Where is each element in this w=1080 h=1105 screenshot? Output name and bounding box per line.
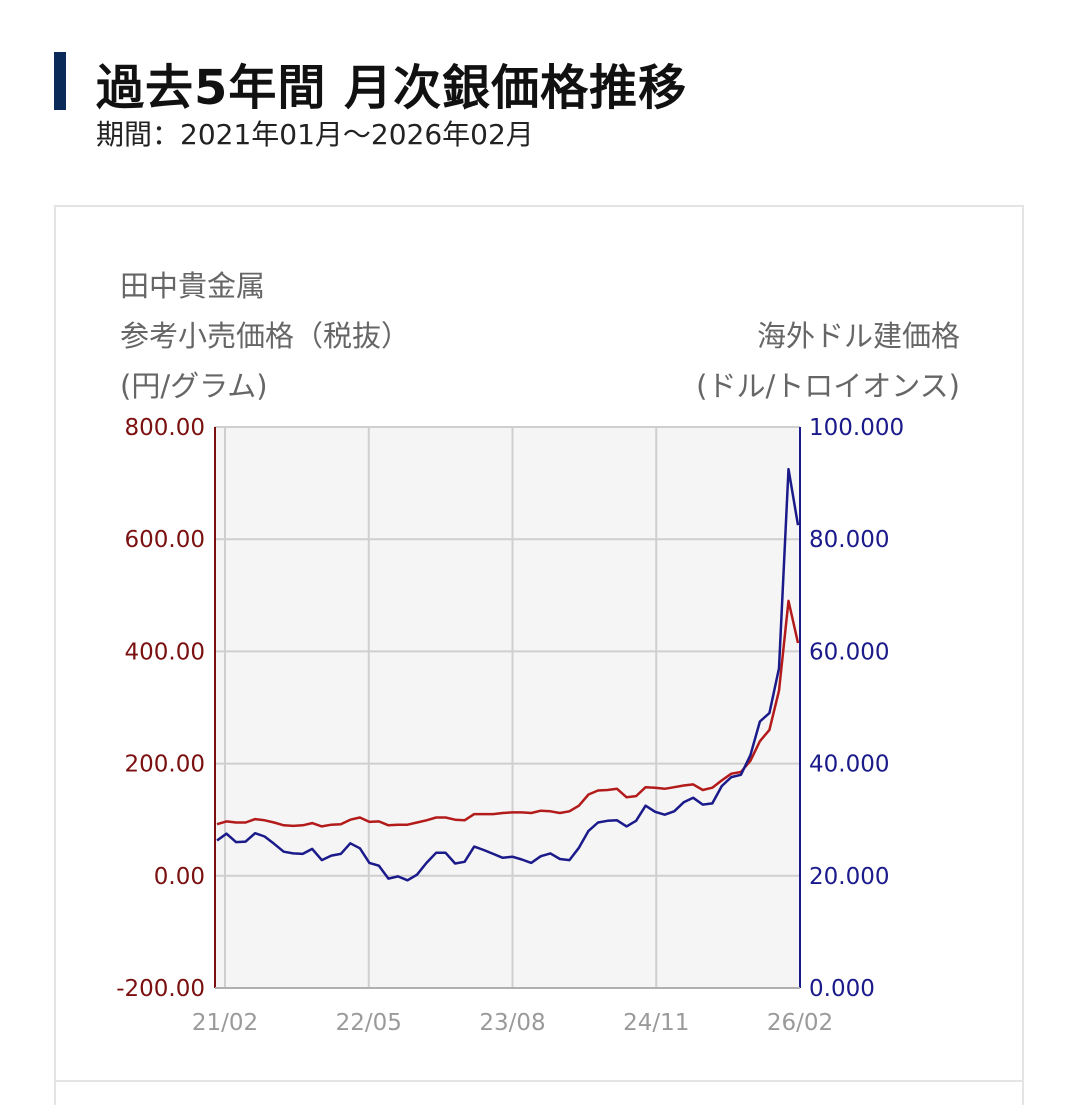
left-axis-ticks: 800.00 600.00 400.00 200.00 0.00 -200.00	[116, 415, 205, 1002]
x-tick-label: 23/08	[479, 1010, 545, 1036]
left-tick-label: 200.00	[125, 752, 205, 778]
left-tick-label: 0.00	[154, 864, 205, 890]
x-tick-label: 24/11	[623, 1010, 689, 1036]
yen-price-line	[216, 599, 800, 828]
right-axis-label-line-2: (ドル/トロイオンス)	[696, 369, 960, 403]
right-tick-label: 40.000	[809, 752, 889, 778]
right-tick-label: 60.000	[809, 639, 889, 665]
period-subtitle: 期間：2021年01月～2026年02月	[96, 118, 534, 151]
right-axis-label-line-1: 海外ドル建価格	[756, 319, 960, 353]
right-tick-label: 0.000	[809, 976, 875, 1002]
right-axis-ticks: 100.000 80.000 60.000 40.000 20.000 0.000	[809, 415, 904, 1002]
left-tick-label: -200.00	[116, 976, 205, 1002]
series-lines	[216, 467, 800, 882]
right-tick-label: 20.000	[809, 864, 889, 890]
left-tick-label: 800.00	[125, 415, 205, 441]
left-tick-label: 400.00	[125, 639, 205, 665]
left-tick-label: 600.00	[125, 527, 205, 553]
page-title: 過去5年間 月次銀価格推移	[96, 60, 688, 116]
x-tick-label: 21/02	[192, 1010, 258, 1036]
x-tick-label: 26/02	[767, 1010, 833, 1036]
plot-area	[215, 427, 800, 988]
left-axis-label-line-3: (円/グラム)	[120, 369, 268, 403]
axes	[214, 427, 801, 989]
x-tick-label: 22/05	[336, 1010, 402, 1036]
card-divider	[54, 1080, 1024, 1082]
right-tick-label: 80.000	[809, 527, 889, 553]
x-axis-ticks: 21/02 22/05 23/08 24/11 26/02	[192, 1010, 833, 1036]
usd-price-line	[216, 467, 800, 882]
right-tick-label: 100.000	[809, 415, 904, 441]
title-accent-bar	[54, 52, 66, 110]
left-axis-label-line-2: 参考小売価格（税抜）	[120, 319, 411, 353]
left-axis-label-line-1: 田中貴金属	[120, 269, 266, 303]
